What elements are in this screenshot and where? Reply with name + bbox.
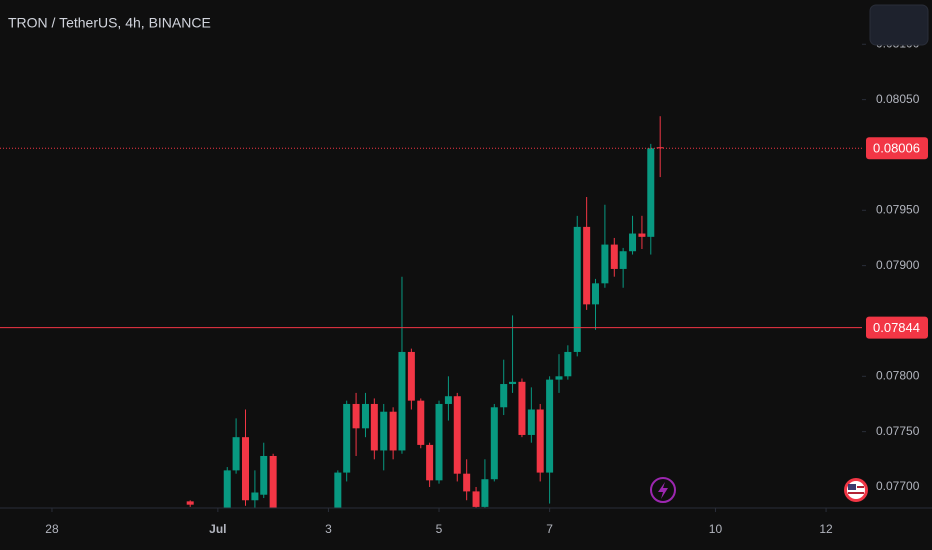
candle-body (186, 501, 194, 505)
candle-body (583, 226, 591, 305)
candle-body (500, 384, 508, 408)
candle-body (463, 473, 471, 492)
candle-body (343, 403, 351, 473)
candle-body (389, 411, 397, 451)
candle-body (453, 396, 461, 474)
candle-body (555, 376, 563, 380)
candle-body (536, 409, 544, 473)
candle-body (629, 233, 637, 252)
candle-body (601, 244, 609, 284)
candle-body (223, 470, 231, 508)
candle-body (269, 455, 277, 508)
candle-body (380, 411, 388, 451)
flag-icon[interactable] (844, 478, 868, 502)
candle-body (610, 244, 618, 269)
settings-button[interactable] (869, 4, 929, 46)
candle-body (546, 379, 554, 473)
price-tag (866, 137, 928, 160)
y-tick-label: 0.08050 (876, 92, 920, 106)
candle-body (352, 403, 360, 429)
candle-body (251, 492, 259, 501)
x-tick-label: 5 (436, 522, 443, 536)
lightning-bolt (658, 482, 668, 499)
candle-body (232, 437, 240, 471)
price-tag (866, 316, 928, 339)
candle-body (260, 455, 268, 495)
lightning-circle (650, 477, 676, 503)
candle-body (490, 407, 498, 480)
candle-body (638, 233, 646, 237)
candle-body (370, 403, 378, 451)
y-tick-label: 0.07700 (876, 479, 920, 493)
plot-area (0, 116, 862, 508)
candle-body (656, 147, 664, 149)
flag-canton (848, 484, 856, 490)
candle-body (527, 409, 535, 435)
candle-body (509, 381, 517, 385)
x-tick-label: 28 (45, 522, 59, 536)
candle-body (619, 251, 627, 269)
candle-body (518, 381, 526, 435)
candle-body (334, 472, 342, 508)
candle-body (564, 351, 572, 377)
candle-body (472, 491, 480, 507)
x-tick-label: 12 (819, 522, 833, 536)
y-tick-label: 0.07950 (876, 202, 920, 216)
price-tag-label: 0.08006 (873, 141, 920, 156)
y-tick-label: 0.07900 (876, 258, 920, 272)
x-tick-label: 3 (325, 522, 332, 536)
candle-body (481, 479, 489, 507)
y-tick-label: 0.07750 (876, 424, 920, 438)
chart-title: TRON / TetherUS, 4h, BINANCE (8, 15, 211, 31)
y-tick-label: 0.07800 (876, 368, 920, 382)
candle-body (444, 396, 452, 404)
candle-body (647, 148, 655, 237)
price-tags: 0.08006 0.07844 (866, 137, 928, 339)
candle-body (573, 226, 581, 352)
candle-body (426, 444, 434, 481)
x-tick-label: Jul (209, 522, 226, 536)
lightning-icon[interactable] (650, 477, 676, 503)
candle-body (398, 351, 406, 451)
candle-body (361, 403, 369, 429)
candle-body (407, 351, 415, 401)
candle-body (435, 403, 443, 481)
x-tick-label: 7 (546, 522, 553, 536)
candle-body (591, 283, 599, 305)
price-tag-label: 0.07844 (873, 320, 920, 335)
candle-body (241, 437, 249, 501)
x-tick-label: 10 (709, 522, 723, 536)
candle-body (417, 400, 425, 445)
